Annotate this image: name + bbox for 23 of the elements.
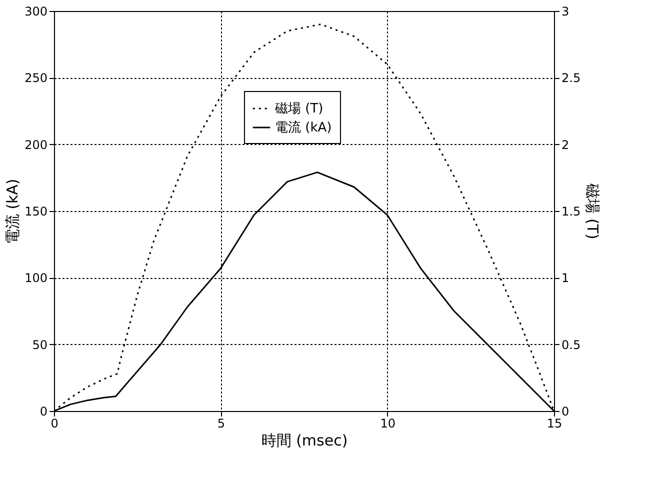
y2-tick-label: 0	[562, 404, 570, 418]
y-tick-label: 0	[40, 404, 48, 418]
y2-tick-label: 2	[562, 138, 570, 152]
y-tick-label: 200	[24, 138, 48, 152]
x-tick-label: 5	[217, 416, 225, 430]
y2-tick-label: 2.5	[562, 71, 581, 86]
y2-tick-label: 0.5	[562, 338, 581, 352]
y-tick-label: 100	[24, 271, 48, 286]
y-tick-label: 150	[24, 204, 48, 218]
x-tick-label: 0	[50, 416, 58, 430]
x-axis-title: 時間 (msec)	[261, 432, 348, 450]
legend-label: 電流 (kA)	[275, 120, 332, 136]
y-axis-title: 電流 (kA)	[4, 178, 22, 244]
y-tick-label: 50	[32, 338, 48, 352]
y-tick-label: 250	[24, 71, 48, 86]
y2-tick-label: 1.5	[562, 204, 581, 218]
y2-tick-label: 3	[562, 4, 570, 18]
y2-tick-label: 1	[562, 271, 570, 286]
legend-label: 磁場 (T)	[274, 102, 324, 116]
y-tick-label: 300	[24, 4, 48, 18]
x-tick-label: 15	[546, 416, 562, 430]
x-tick-label: 10	[380, 416, 396, 430]
y2-axis-title: 磁場 (T)	[584, 182, 602, 240]
